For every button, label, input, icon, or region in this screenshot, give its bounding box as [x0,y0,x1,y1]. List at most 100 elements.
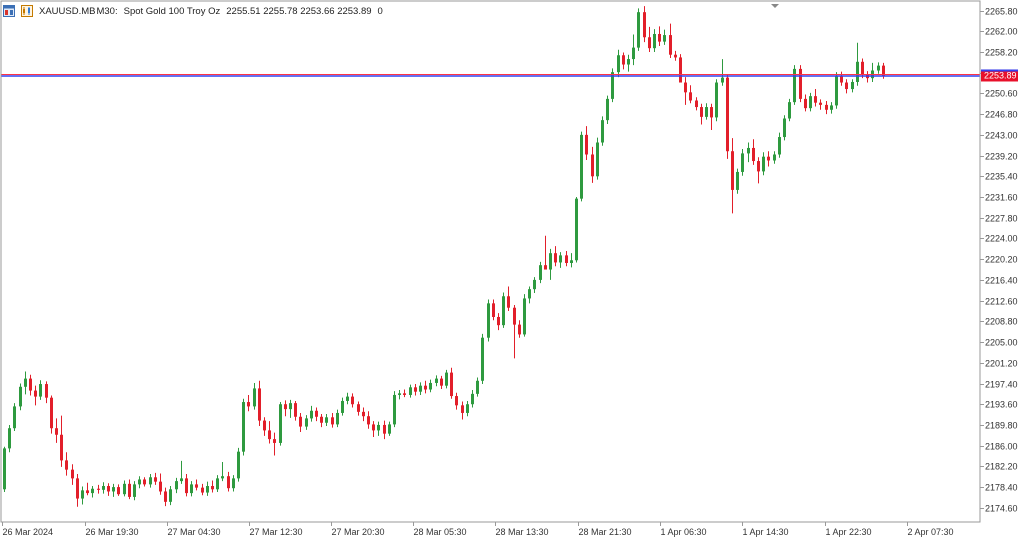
candle[interactable] [299,412,302,433]
candle[interactable] [481,333,484,385]
candle[interactable] [455,392,458,410]
candle[interactable] [65,452,68,476]
candle[interactable] [544,235,547,270]
candle[interactable] [752,139,755,165]
candle[interactable] [461,401,464,420]
candle[interactable] [227,471,230,492]
candle[interactable] [840,71,843,86]
candle[interactable] [414,384,417,396]
scroll-marker-icon[interactable] [771,4,779,8]
candle[interactable] [45,381,48,404]
candle[interactable] [528,286,531,304]
candle[interactable] [637,8,640,51]
candle[interactable] [97,484,100,494]
candle[interactable] [747,142,750,163]
candle[interactable] [435,375,438,387]
candle[interactable] [669,23,672,58]
candle[interactable] [133,481,136,501]
candle[interactable] [611,68,614,103]
candle[interactable] [91,486,94,498]
candle[interactable] [221,462,224,482]
candle[interactable] [778,132,781,158]
candle[interactable] [471,390,474,408]
candle[interactable] [445,369,448,389]
candle[interactable] [539,261,542,284]
candle[interactable] [835,72,838,109]
candle[interactable] [81,486,84,505]
candle[interactable] [819,99,822,110]
candle[interactable] [648,26,651,52]
candle[interactable] [741,149,744,176]
candle[interactable] [721,59,724,86]
candle[interactable] [383,420,386,440]
candle[interactable] [773,151,776,164]
candle[interactable] [273,432,276,456]
candle[interactable] [866,71,869,83]
candle[interactable] [585,126,588,160]
candle[interactable] [736,168,739,194]
candle[interactable] [388,421,391,436]
candle[interactable] [284,400,287,417]
candle[interactable] [591,146,594,183]
candle[interactable] [804,94,807,112]
candle[interactable] [362,407,365,422]
candle[interactable] [674,50,677,61]
candle[interactable] [320,414,323,428]
candle[interactable] [825,101,828,115]
candle[interactable] [658,26,661,46]
candle[interactable] [632,34,635,66]
candle[interactable] [29,374,32,396]
candle[interactable] [429,379,432,393]
candle[interactable] [663,29,666,45]
candle[interactable] [216,475,219,493]
candle[interactable] [497,313,500,331]
candle[interactable] [377,421,380,436]
candle[interactable] [195,479,198,491]
candle[interactable] [341,397,344,416]
candle[interactable] [169,486,172,506]
candle[interactable] [34,385,37,406]
candle[interactable] [190,481,193,497]
candle[interactable] [357,401,360,416]
candle[interactable] [398,390,401,400]
candle[interactable] [622,52,625,70]
candle[interactable] [731,138,734,214]
candle[interactable] [325,414,328,427]
candle[interactable] [242,398,245,456]
candle[interactable] [237,447,240,482]
candle[interactable] [409,384,412,398]
candle[interactable] [331,412,334,428]
candle[interactable] [50,395,53,434]
candle[interactable] [86,482,89,496]
candle[interactable] [606,95,609,124]
candle[interactable] [419,382,422,395]
candle[interactable] [684,77,687,105]
candle[interactable] [263,417,266,436]
candle[interactable] [346,392,349,405]
candle[interactable] [305,415,308,430]
candle[interactable] [372,421,375,437]
candle[interactable] [13,403,16,431]
candle[interactable] [258,380,261,427]
candle[interactable] [549,248,552,280]
candle[interactable] [799,65,802,103]
candle[interactable] [513,304,516,359]
candle[interactable] [143,477,146,487]
candle[interactable] [19,383,22,411]
chart-type-icon[interactable] [21,5,33,17]
candle[interactable] [24,371,27,395]
candle[interactable] [466,400,469,417]
candle[interactable] [211,480,214,493]
candle[interactable] [294,400,297,421]
candle[interactable] [476,377,479,397]
candle[interactable] [253,382,256,410]
candle[interactable] [3,446,6,493]
chart-window-icon[interactable] [3,5,15,17]
candle[interactable] [279,402,282,446]
candle[interactable] [268,421,271,444]
candle[interactable] [877,62,880,74]
candle[interactable] [814,89,817,107]
candle[interactable] [851,79,854,93]
candle[interactable] [845,79,848,94]
candle[interactable] [871,62,874,82]
